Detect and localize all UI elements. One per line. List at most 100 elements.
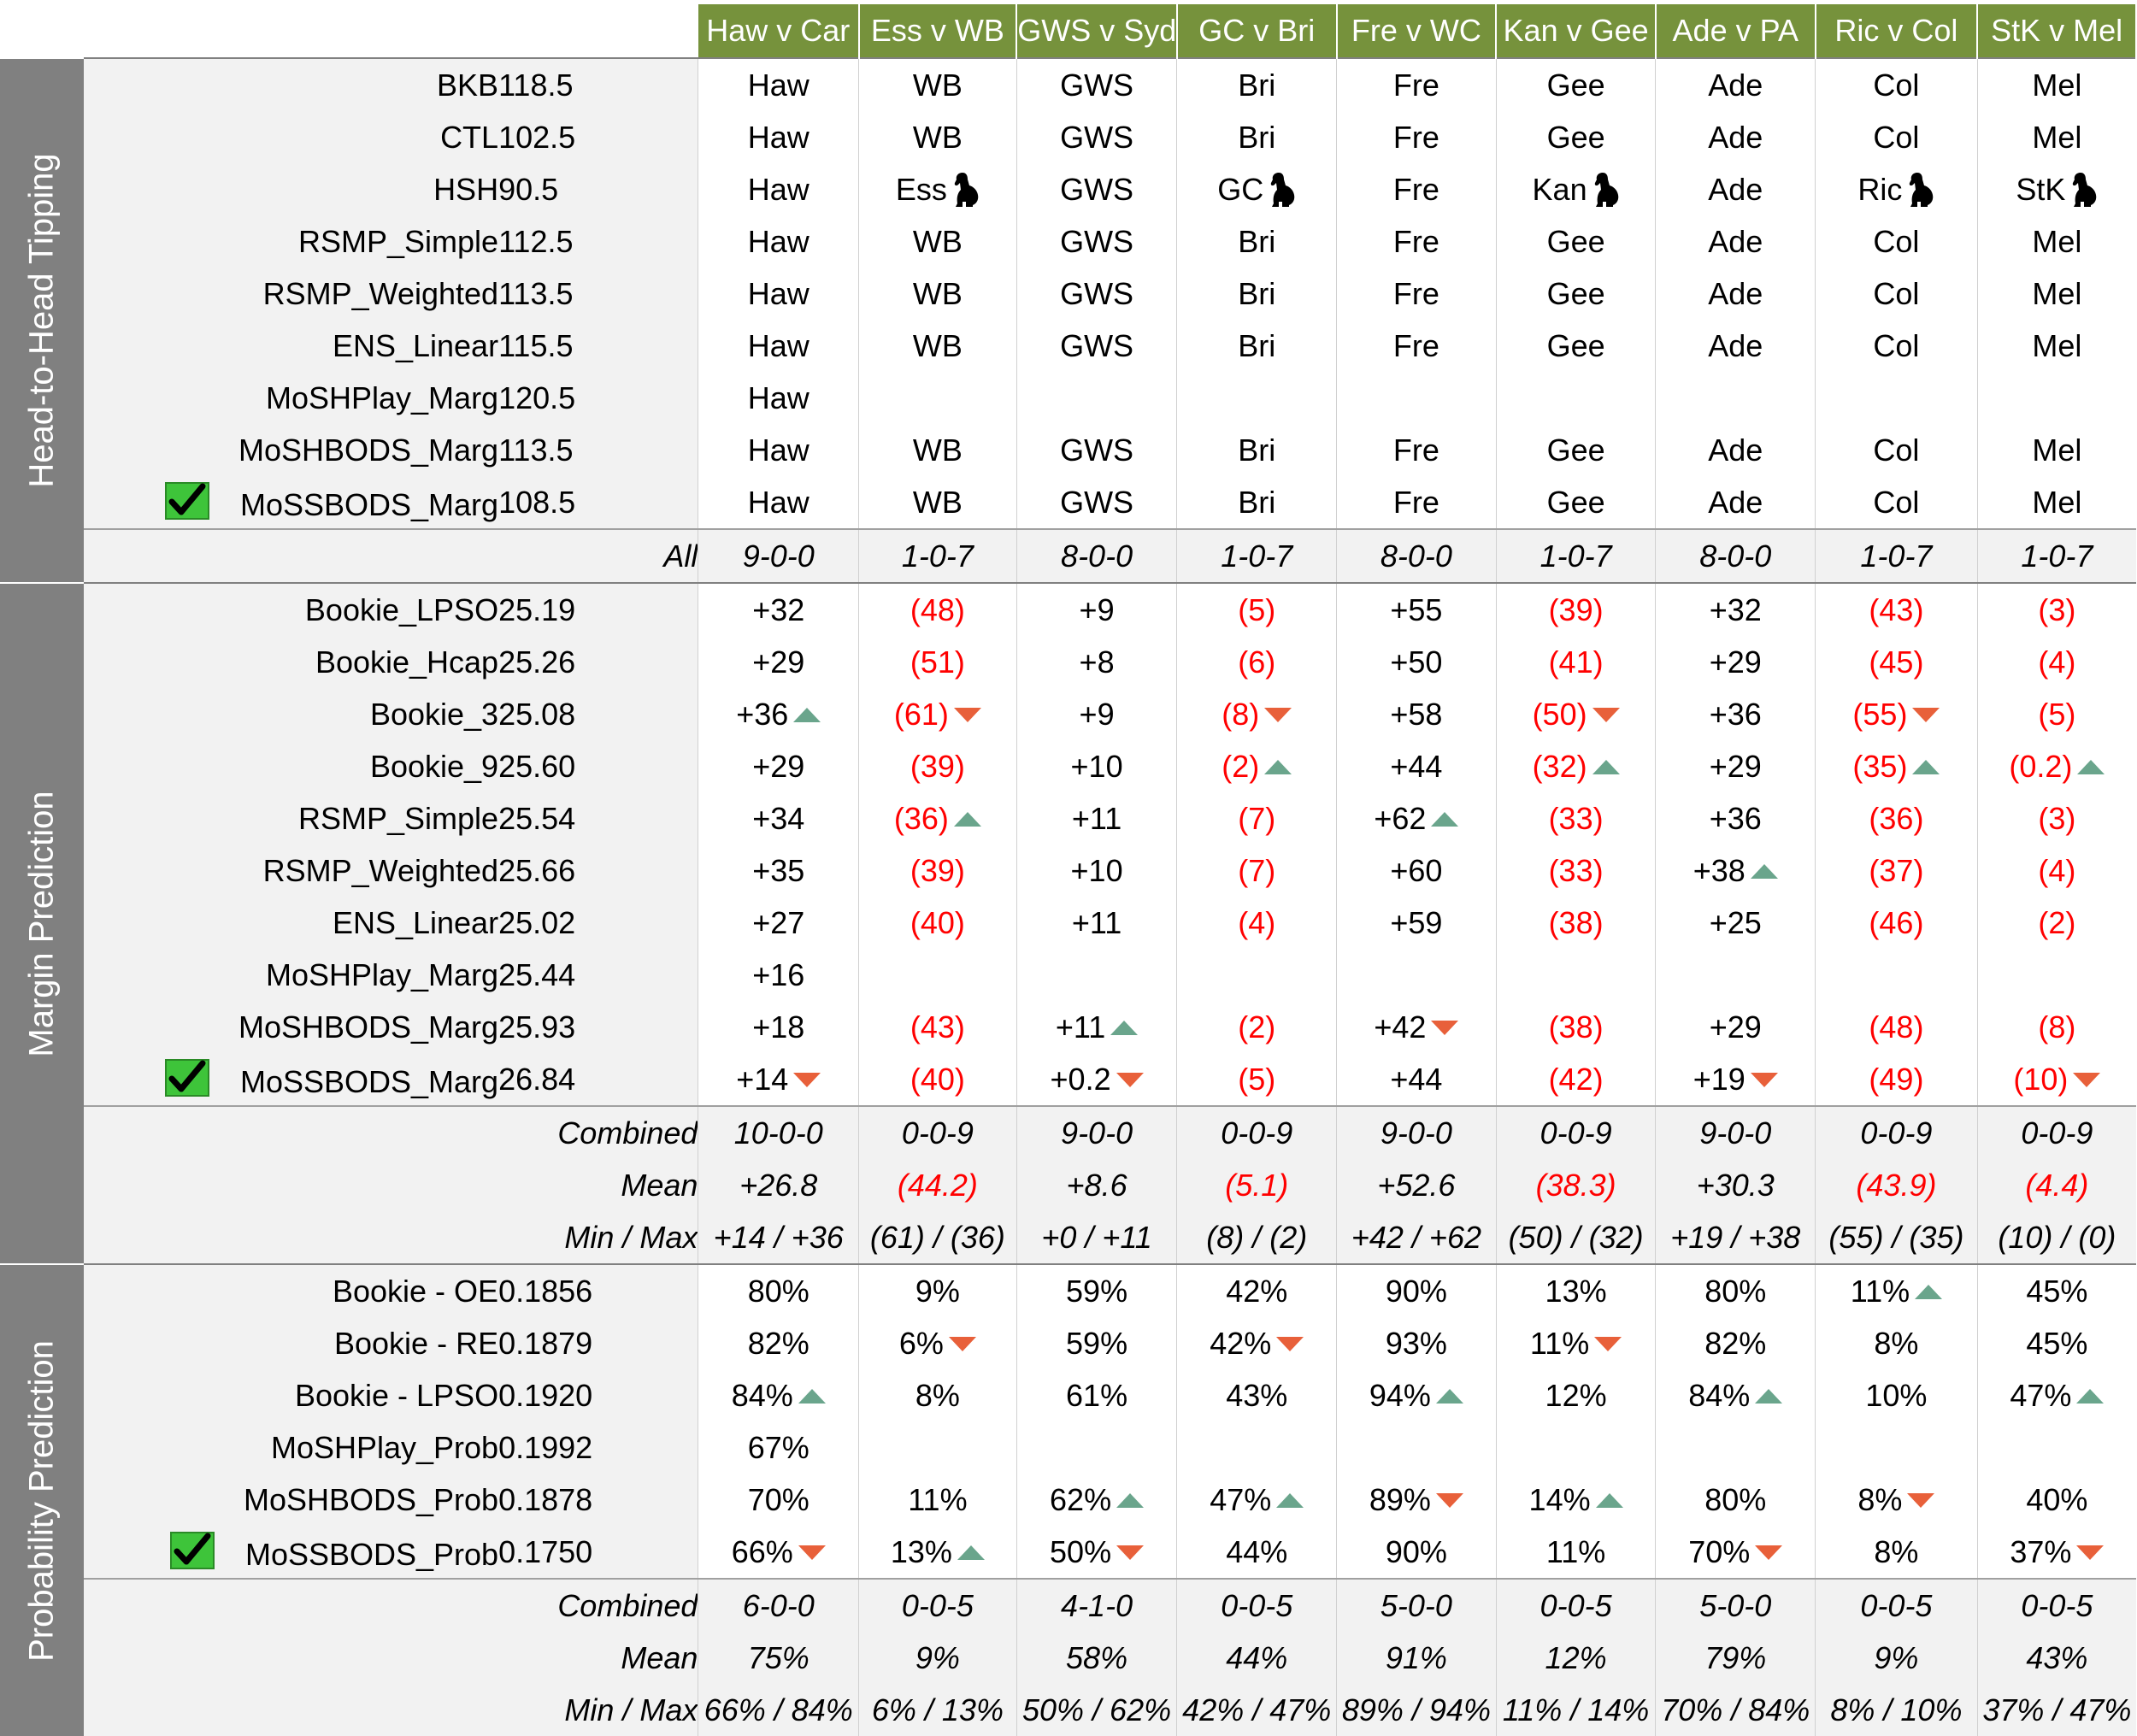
predictor-name: CTL: [84, 111, 499, 163]
summary-label: Mean: [84, 1159, 698, 1211]
summary-label: Min / Max: [84, 1211, 698, 1264]
predictor-score: 0.1750: [498, 1526, 698, 1579]
predictor-score: 25.44: [498, 949, 698, 1001]
prediction-cell: Mel: [1976, 215, 2136, 268]
match-header-ade-v-pa: Ade v PA: [1655, 4, 1816, 58]
prediction-cell: [1655, 949, 1816, 1001]
predictor-score: 25.93: [498, 1001, 698, 1053]
predictor-score: 102.5: [498, 111, 698, 163]
cell-value: WB: [912, 484, 963, 520]
summary-cell: 0-0-9: [858, 1105, 1017, 1159]
predictor-name-text: Bookie - LPSO: [294, 1377, 499, 1413]
prediction-cell: Gee: [1495, 57, 1656, 111]
cell-value: Haw: [747, 327, 809, 363]
cell-value: (32): [1532, 748, 1587, 784]
table-row: MoSSBODS_Marg 108.5 Haw WB GWS Bri Fre Gee Ade Co…: [0, 476, 2136, 529]
prediction-cell: [858, 949, 1017, 1001]
prediction-cell: (46): [1815, 897, 1978, 949]
underdog-icon: [954, 172, 979, 207]
cell-value: WB: [912, 119, 963, 155]
cell-value: +19: [1693, 1061, 1746, 1097]
cell-value: (50): [1532, 696, 1587, 732]
prediction-cell: Fre: [1336, 268, 1497, 320]
prediction-cell: 8%: [858, 1369, 1017, 1421]
down-arrow-icon: [1594, 1336, 1622, 1351]
prediction-cell: 37%: [1976, 1526, 2136, 1579]
prediction-cell: +9: [1016, 688, 1177, 740]
down-arrow-icon: [1431, 1020, 1459, 1035]
cell-value: GC: [1217, 171, 1264, 207]
prediction-cell: GWS: [1016, 57, 1177, 111]
down-arrow-icon: [2076, 1545, 2105, 1560]
cell-value: (46): [1869, 904, 1924, 940]
predictor-name: Bookie_Hcap: [84, 636, 499, 688]
prediction-cell: 50%: [1016, 1526, 1177, 1579]
prediction-cell: 11%: [1815, 1263, 1978, 1317]
prediction-cell: +42: [1336, 1001, 1497, 1053]
predictor-score: 120.5: [498, 372, 698, 424]
summary-row-mean: Mean +26.8 (44.2) +8.6 (5.1) +52.6 (38.3) +30.3…: [0, 1159, 2136, 1211]
cell-value: 59%: [1066, 1325, 1128, 1361]
cell-value: (51): [910, 644, 965, 680]
predictor-name-text: RSMP_Simple: [298, 800, 499, 836]
summary-cell: +19 / +38: [1655, 1211, 1816, 1264]
cell-value: (41): [1548, 644, 1604, 680]
table-row: Bookie - LPSO 0.1920 84% 8% 61% 43% 94% 12% 84% 1…: [0, 1369, 2136, 1421]
prediction-cell: [1655, 1421, 1816, 1474]
prediction-cell: Haw: [698, 163, 859, 215]
cell-value: Mel: [2032, 223, 2082, 259]
summary-cell: 58%: [1016, 1632, 1177, 1684]
cell-value: +36: [736, 696, 789, 732]
summary-cell: 0-0-5: [1976, 1578, 2136, 1632]
cell-value: Gee: [1546, 327, 1605, 363]
cell-value: Col: [1873, 432, 1920, 468]
summary-cell: 4-1-0: [1016, 1578, 1177, 1632]
table-row: RSMP_Simple 25.54 +34 (36) +11 (7) +62 (33) +36 (…: [0, 792, 2136, 844]
cell-value: 11%: [1529, 1325, 1590, 1361]
cell-value: 45%: [2026, 1325, 2088, 1361]
prediction-cell: [1495, 1421, 1656, 1474]
summary-label: All: [84, 528, 698, 583]
cell-value: (6): [1238, 644, 1276, 680]
predictor-name: RSMP_Simple: [84, 215, 499, 268]
summary-cell: 0-0-5: [858, 1578, 1017, 1632]
prediction-cell: [1976, 1421, 2136, 1474]
prediction-cell: (48): [1815, 1001, 1978, 1053]
cell-value: Mel: [2032, 327, 2082, 363]
prediction-cell: 8%: [1815, 1526, 1978, 1579]
predictor-name: BKB: [84, 57, 499, 111]
cell-value: (40): [910, 1061, 965, 1097]
prediction-cell: 59%: [1016, 1263, 1177, 1317]
cell-value: 43%: [1226, 1377, 1288, 1413]
summary-row-all: All 9-0-0 1-0-7 8-0-0 1-0-7 8-0-0 1-0-7 8-0-0 1-…: [0, 528, 2136, 583]
prediction-cell: +16: [698, 949, 859, 1001]
up-arrow-icon: [953, 811, 981, 827]
predictor-score: 25.02: [498, 897, 698, 949]
cell-value: GWS: [1060, 223, 1134, 259]
cell-value: 80%: [1704, 1481, 1767, 1517]
prediction-cell: (42): [1495, 1053, 1656, 1106]
prediction-cell: Kan: [1495, 163, 1656, 215]
prediction-cell: +8: [1016, 636, 1177, 688]
cell-value: Bri: [1238, 119, 1276, 155]
summary-cell: 9%: [1815, 1632, 1978, 1684]
predictor-name-text: RSMP_Weighted: [262, 852, 499, 888]
prediction-cell: (3): [1976, 582, 2136, 636]
prediction-cell: Ade: [1655, 163, 1816, 215]
summary-cell: 0-0-5: [1176, 1578, 1337, 1632]
prediction-cell: WB: [858, 57, 1017, 111]
cell-value: Gee: [1546, 223, 1605, 259]
cell-value: +11: [1055, 1009, 1106, 1045]
table-row: ENS_Linear 25.02 +27 (40) +11 (4) +59 (38) +25 (4…: [0, 897, 2136, 949]
cell-value: +18: [752, 1009, 805, 1045]
up-arrow-icon: [1592, 759, 1620, 774]
prediction-cell: +11: [1016, 897, 1177, 949]
cell-value: GWS: [1060, 171, 1134, 207]
cell-value: 62%: [1050, 1481, 1112, 1517]
cell-value: Mel: [2032, 275, 2082, 311]
prediction-cell: Bri: [1176, 476, 1337, 529]
prediction-cell: (55): [1815, 688, 1978, 740]
cell-value: +29: [752, 748, 805, 784]
prediction-cell: Mel: [1976, 268, 2136, 320]
prediction-cell: WB: [858, 320, 1017, 372]
